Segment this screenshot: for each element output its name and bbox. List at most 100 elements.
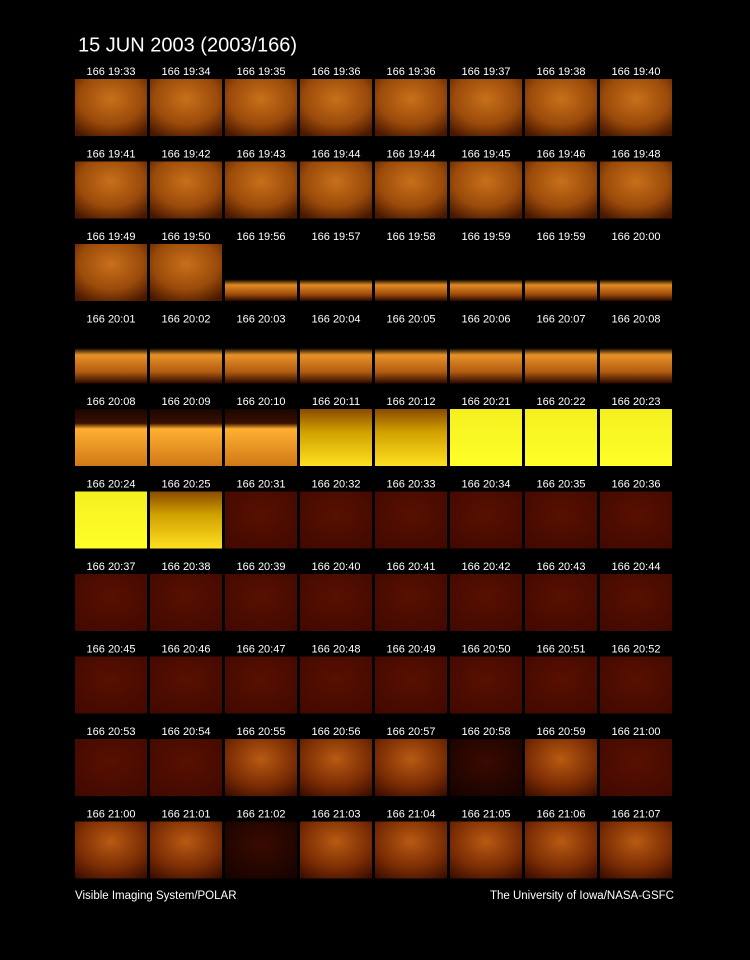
image-panel bbox=[600, 79, 672, 136]
timestamp: 166 20:43 bbox=[537, 561, 586, 573]
image-panel bbox=[450, 79, 522, 136]
image-panel bbox=[150, 326, 222, 384]
timestamp: 166 20:21 bbox=[462, 396, 511, 408]
timestamp: 166 19:38 bbox=[537, 66, 586, 78]
image-panel bbox=[300, 656, 372, 714]
footer-right: The University of Iowa/NASA-GSFC bbox=[490, 890, 674, 902]
image-panel bbox=[150, 574, 222, 631]
image-panel bbox=[300, 326, 372, 384]
timestamp: 166 21:05 bbox=[462, 808, 511, 820]
timestamp: 166 20:40 bbox=[312, 561, 361, 573]
timestamp: 166 21:02 bbox=[237, 808, 286, 820]
timestamp: 166 20:54 bbox=[162, 726, 211, 738]
image-panel bbox=[375, 656, 447, 714]
image-panel bbox=[75, 79, 147, 136]
timestamp: 166 19:37 bbox=[462, 66, 511, 78]
image-panel bbox=[525, 574, 597, 631]
image-panel bbox=[225, 491, 297, 549]
timestamp: 166 20:58 bbox=[462, 726, 511, 738]
image-panel bbox=[525, 491, 597, 549]
timestamp: 166 21:04 bbox=[387, 808, 436, 820]
image-panel bbox=[375, 244, 447, 301]
image-panel bbox=[75, 656, 147, 714]
timestamp: 166 19:44 bbox=[312, 148, 361, 160]
timestamp: 166 20:04 bbox=[312, 313, 361, 325]
timestamp: 166 19:59 bbox=[537, 231, 586, 243]
timestamp: 166 20:01 bbox=[87, 313, 136, 325]
timestamp: 166 20:42 bbox=[462, 561, 511, 573]
image-panel bbox=[450, 244, 522, 301]
timestamp: 166 21:01 bbox=[162, 808, 211, 820]
timestamp: 166 19:58 bbox=[387, 231, 436, 243]
image-panel bbox=[75, 739, 147, 796]
image-panel bbox=[450, 821, 522, 879]
image-panel bbox=[150, 409, 222, 466]
image-panel bbox=[375, 574, 447, 631]
image-panel bbox=[600, 161, 672, 219]
timestamp: 166 20:06 bbox=[462, 313, 511, 325]
timestamp: 166 20:22 bbox=[537, 396, 586, 408]
image-panel bbox=[75, 574, 147, 631]
image-panel bbox=[225, 79, 297, 136]
image-panel bbox=[75, 821, 147, 879]
timestamp: 166 19:44 bbox=[387, 148, 436, 160]
timestamp: 166 19:43 bbox=[237, 148, 286, 160]
timestamp: 166 20:36 bbox=[612, 478, 661, 490]
timestamp: 166 20:34 bbox=[462, 478, 511, 490]
timestamp: 166 20:23 bbox=[612, 396, 661, 408]
image-panel bbox=[225, 821, 297, 879]
image-panel bbox=[450, 739, 522, 796]
image-panel bbox=[150, 79, 222, 136]
timestamp: 166 20:24 bbox=[87, 478, 136, 490]
timestamp: 166 20:07 bbox=[537, 313, 586, 325]
timestamp: 166 20:38 bbox=[162, 561, 211, 573]
image-panel bbox=[525, 161, 597, 219]
image-panel bbox=[600, 409, 672, 466]
image-panel bbox=[375, 326, 447, 384]
timestamp: 166 20:08 bbox=[612, 313, 661, 325]
timestamp: 166 20:53 bbox=[87, 726, 136, 738]
timestamp: 166 20:52 bbox=[612, 643, 661, 655]
image-panel bbox=[600, 326, 672, 384]
timestamp: 166 19:41 bbox=[87, 148, 136, 160]
timestamp: 166 20:57 bbox=[387, 726, 436, 738]
image-panel bbox=[150, 739, 222, 796]
timestamp: 166 19:42 bbox=[162, 148, 211, 160]
image-panel bbox=[450, 161, 522, 219]
image-panel bbox=[450, 656, 522, 714]
image-panel bbox=[150, 656, 222, 714]
timestamp: 166 19:49 bbox=[87, 231, 136, 243]
image-panel bbox=[600, 656, 672, 714]
timestamp: 166 20:37 bbox=[87, 561, 136, 573]
timestamp: 166 19:46 bbox=[537, 148, 586, 160]
timestamp: 166 21:00 bbox=[87, 808, 136, 820]
timestamp: 166 20:00 bbox=[612, 231, 661, 243]
timestamp: 166 19:33 bbox=[87, 66, 136, 78]
image-panel bbox=[75, 326, 147, 384]
timestamp: 166 19:36 bbox=[312, 66, 361, 78]
image-panel bbox=[225, 244, 297, 301]
timestamp: 166 19:48 bbox=[612, 148, 661, 160]
image-panel bbox=[300, 821, 372, 879]
timestamp: 166 19:56 bbox=[237, 231, 286, 243]
title: 15 JUN 2003 (2003/166) bbox=[78, 34, 297, 56]
image-panel bbox=[375, 821, 447, 879]
image-panel bbox=[300, 79, 372, 136]
timestamp: 166 20:32 bbox=[312, 478, 361, 490]
timestamp: 166 20:35 bbox=[537, 478, 586, 490]
timestamp: 166 19:45 bbox=[462, 148, 511, 160]
image-panel bbox=[300, 739, 372, 796]
image-panel bbox=[300, 161, 372, 219]
image-panel bbox=[525, 656, 597, 714]
image-panel bbox=[375, 79, 447, 136]
timestamp: 166 21:00 bbox=[612, 726, 661, 738]
image-panel bbox=[450, 491, 522, 549]
image-panel bbox=[225, 161, 297, 219]
timestamp: 166 20:09 bbox=[162, 396, 211, 408]
timestamp: 166 20:56 bbox=[312, 726, 361, 738]
timestamp: 166 20:41 bbox=[387, 561, 436, 573]
image-panel bbox=[75, 244, 147, 301]
image-panel bbox=[300, 409, 372, 466]
footer-left: Visible Imaging System/POLAR bbox=[75, 890, 237, 902]
